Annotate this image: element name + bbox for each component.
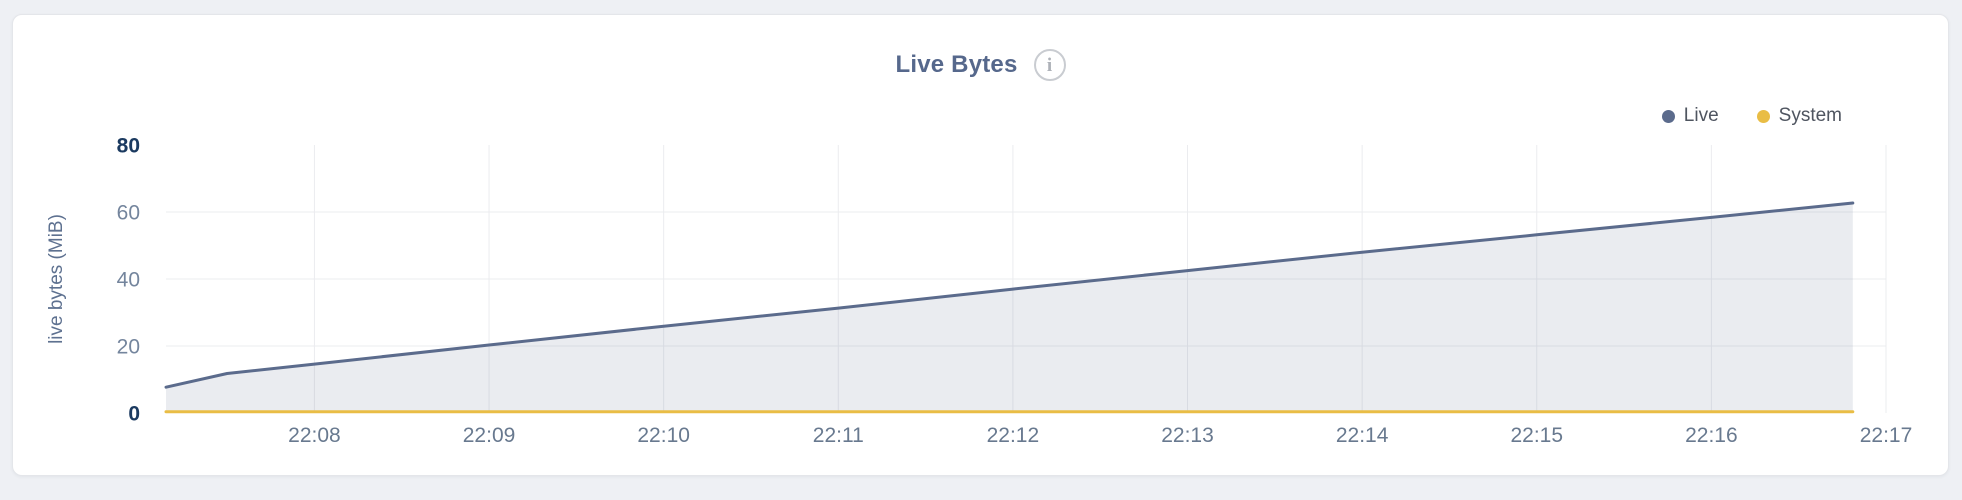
info-icon[interactable]: i — [1033, 49, 1066, 81]
live-series-dot-icon — [1661, 109, 1675, 123]
chart-header: Live Bytes i — [13, 49, 1948, 81]
legend-label-live: Live — [1683, 105, 1719, 126]
chart-card: Live Bytes i Live System — [12, 14, 1949, 476]
chart-legend: Live System — [1661, 105, 1842, 127]
legend-label-system: System — [1778, 105, 1842, 126]
legend-item-live[interactable]: Live — [1661, 105, 1719, 127]
legend-item-system[interactable]: System — [1756, 105, 1842, 127]
system-series-dot-icon — [1756, 109, 1770, 123]
chart-title: Live Bytes — [895, 51, 1018, 78]
